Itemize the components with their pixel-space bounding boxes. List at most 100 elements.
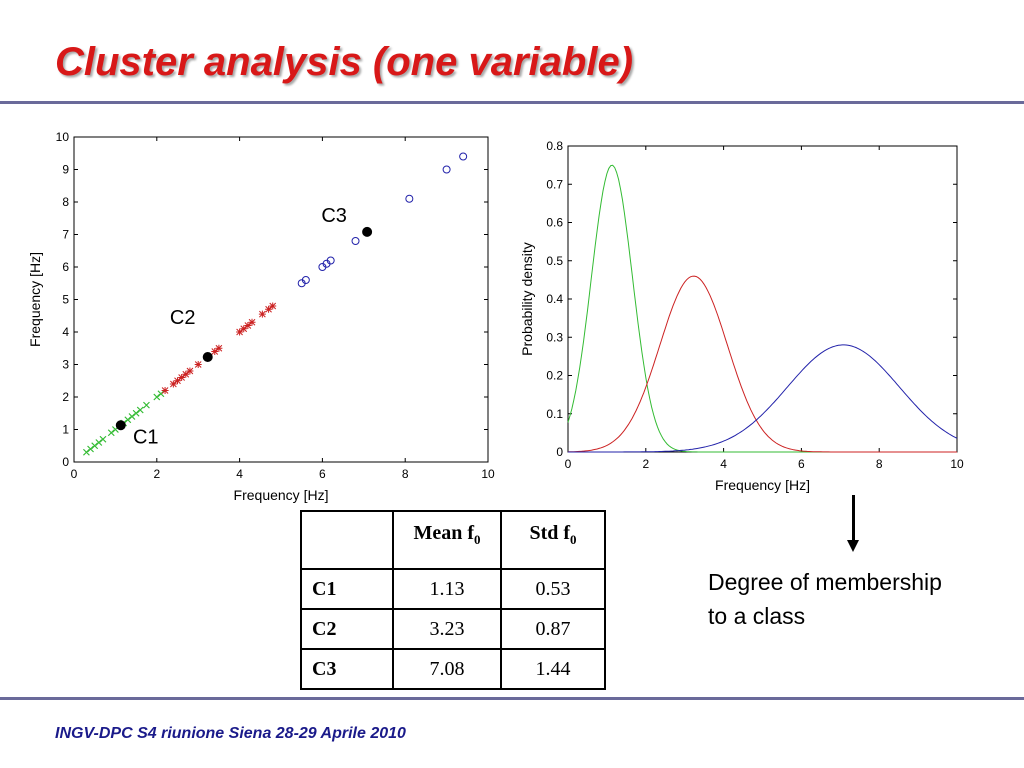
y-tick-label: 0	[556, 445, 563, 459]
cluster-label-c1: C1	[133, 426, 159, 448]
point-c1	[153, 393, 161, 401]
point-c3	[326, 256, 335, 265]
point-c1	[99, 435, 107, 443]
x-tick-label: 10	[481, 467, 495, 481]
point-c3	[459, 152, 468, 161]
x-tick-label: 8	[876, 457, 883, 471]
x-tick-label: 2	[153, 467, 160, 481]
x-axis-label: Frequency [Hz]	[715, 477, 810, 493]
point-c1	[95, 439, 103, 446]
std-value: 1.44	[500, 648, 606, 690]
table-row: C2 3.23 0.87	[300, 608, 606, 650]
y-tick-label: 5	[62, 293, 69, 307]
table-row: C3 7.08 1.44	[300, 648, 606, 690]
density-curve-1	[567, 164, 957, 453]
std-value: 0.87	[500, 608, 606, 650]
cluster-stats-table: Mean f0 Std f0 C1 1.13 0.53 C2 3.23 0.87…	[300, 510, 606, 690]
x-tick-label: 2	[642, 457, 649, 471]
table-row: C1 1.13 0.53	[300, 568, 606, 610]
mean-value: 7.08	[392, 648, 502, 690]
point-c2	[265, 305, 273, 313]
point-c3	[351, 237, 360, 245]
membership-note: Degree of membership to a class	[708, 569, 942, 629]
point-c3	[442, 165, 451, 174]
x-tick-label: 4	[720, 457, 727, 471]
point-c2	[244, 322, 252, 329]
point-c2	[269, 302, 277, 310]
y-tick-label: 0.4	[546, 292, 563, 306]
point-c2	[236, 328, 244, 336]
arrow-head-icon	[847, 540, 859, 552]
x-tick-label: 0	[565, 457, 572, 471]
x-axis-label: Frequency [Hz]	[234, 487, 329, 503]
y-axis-label: Frequency [Hz]	[27, 252, 43, 347]
y-tick-label: 0.2	[546, 369, 563, 383]
y-tick-label: 0.3	[546, 330, 563, 344]
point-c2	[174, 377, 181, 385]
x-tick-label: 10	[950, 457, 964, 471]
x-tick-label: 4	[236, 467, 243, 481]
point-c2	[258, 310, 266, 318]
y-tick-label: 0.8	[546, 139, 563, 153]
table-header-std: Std f0	[500, 510, 606, 570]
point-c1	[143, 401, 150, 409]
density-curve-2	[568, 275, 957, 453]
point-c2	[194, 361, 202, 368]
y-tick-label: 9	[62, 163, 69, 177]
point-c1	[91, 442, 99, 450]
point-c2	[178, 374, 186, 381]
point-c1	[128, 413, 136, 420]
point-c2	[186, 367, 194, 375]
point-c1	[157, 390, 165, 398]
cluster-label-c2: C2	[170, 307, 196, 329]
table-header-mean: Mean f0	[392, 510, 502, 570]
centroid-c3	[362, 226, 373, 237]
title-divider	[0, 101, 1024, 104]
density-curve-3	[568, 344, 958, 453]
point-c2	[248, 318, 256, 326]
x-tick-label: 0	[71, 467, 78, 481]
point-c1	[107, 429, 115, 437]
down-arrow-icon	[852, 495, 855, 541]
x-tick-label: 6	[319, 467, 326, 481]
centroid-c2	[202, 352, 213, 363]
scatter-chart: 0 2 4 6 8 10 0 1 2 3 4 5 6 7 8 9 10 Frequency [Hz] Frequen…	[27, 130, 495, 503]
x-tick-label: 6	[798, 457, 805, 471]
y-tick-label: 3	[62, 358, 69, 372]
point-c2	[240, 325, 248, 333]
point-c3	[405, 194, 414, 203]
point-c2	[169, 380, 177, 388]
point-c1	[136, 406, 144, 414]
std-value: 0.53	[500, 568, 606, 610]
point-c1	[87, 445, 94, 453]
point-c1	[82, 448, 90, 456]
point-c1	[132, 409, 140, 417]
table-header-empty	[300, 510, 394, 570]
point-c3	[301, 276, 310, 284]
cluster-label-c3: C3	[321, 205, 347, 227]
y-tick-label: 7	[62, 228, 69, 242]
point-c2	[215, 344, 223, 352]
y-tick-label: 1	[62, 423, 69, 437]
row-label: C3	[300, 648, 394, 690]
mean-value: 3.23	[392, 608, 502, 650]
table-header-row: Mean f0 Std f0	[300, 510, 606, 570]
y-tick-label: 6	[62, 260, 69, 274]
y-tick-label: 0	[62, 455, 69, 469]
y-tick-label: 0.1	[546, 407, 563, 421]
row-label: C1	[300, 568, 394, 610]
row-label: C2	[300, 608, 394, 650]
mean-value: 1.13	[392, 568, 502, 610]
y-tick-label: 0.6	[546, 216, 563, 230]
x-tick-label: 8	[402, 467, 409, 481]
plot-frame	[567, 145, 958, 453]
point-c1	[124, 416, 132, 424]
slide-title: Cluster analysis (one variable)	[55, 40, 634, 84]
centroid-c1	[115, 420, 126, 431]
y-tick-label: 0.5	[546, 254, 563, 268]
point-c2	[161, 387, 169, 394]
point-c2	[211, 348, 219, 355]
point-c2	[182, 370, 190, 378]
footer-divider	[0, 697, 1024, 700]
y-tick-label: 8	[62, 195, 69, 209]
